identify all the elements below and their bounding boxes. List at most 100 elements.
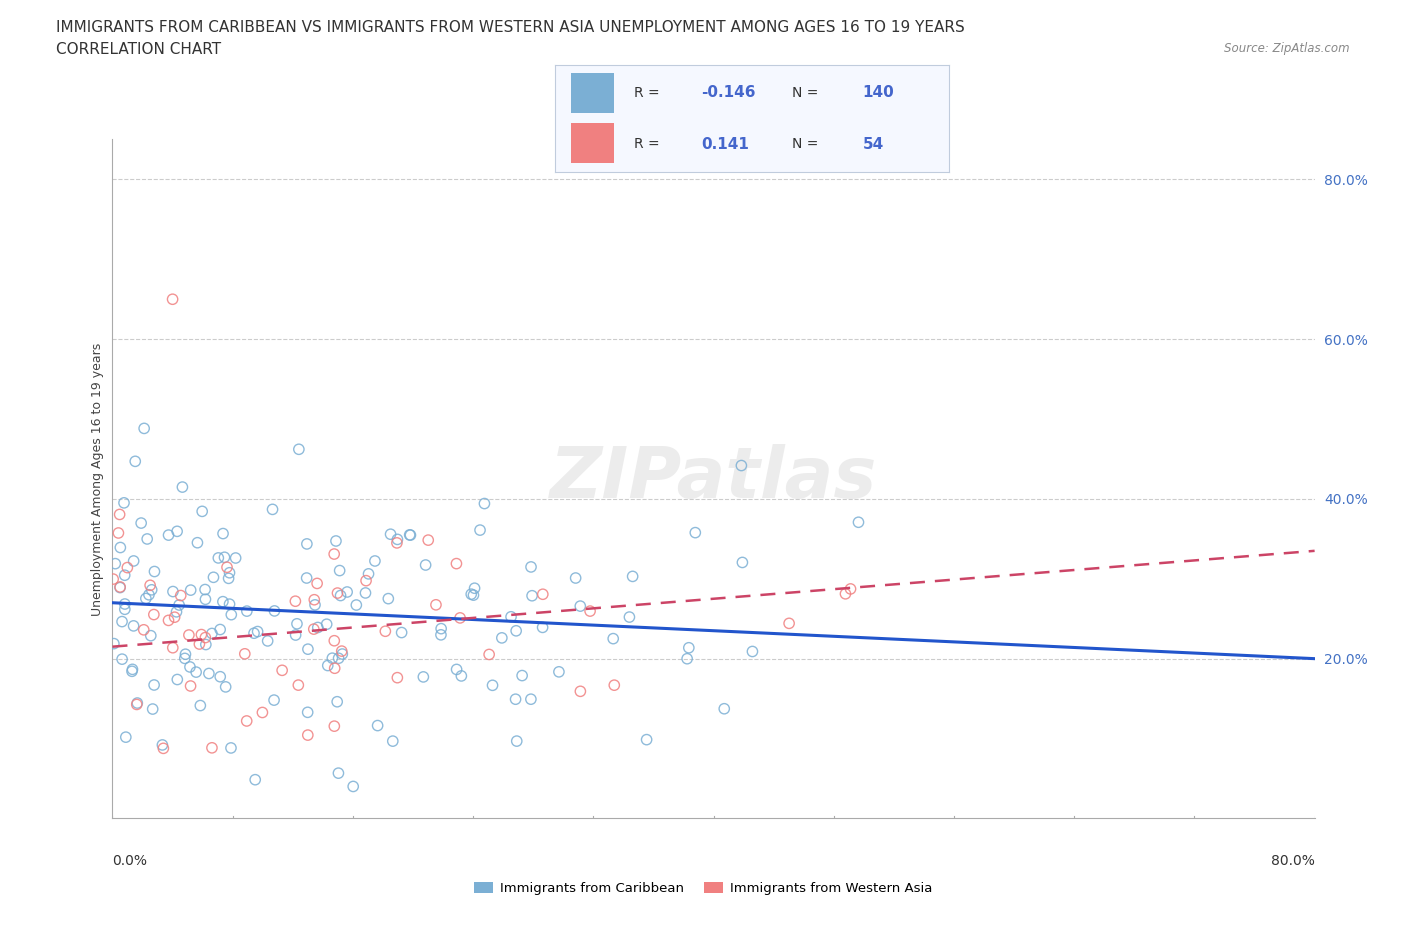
Point (263, 693, 285, 708)
Point (132, 622, 155, 637)
Point (678, 641, 700, 656)
Point (112, 496, 135, 511)
Point (834, 587, 856, 602)
Point (415, 558, 437, 573)
Point (381, 734, 404, 749)
Point (354, 573, 377, 588)
Point (367, 718, 389, 733)
Point (510, 668, 533, 683)
Point (520, 560, 543, 575)
Point (354, 586, 377, 601)
Point (325, 534, 347, 549)
Point (117, 560, 139, 575)
Point (326, 586, 349, 601)
Point (328, 651, 350, 666)
Point (685, 525, 707, 540)
Point (198, 666, 221, 681)
Point (284, 593, 307, 608)
Point (167, 598, 190, 613)
Point (569, 599, 592, 614)
Point (188, 637, 211, 652)
Point (221, 607, 243, 622)
Point (166, 672, 188, 687)
Point (233, 646, 256, 661)
Point (579, 604, 602, 618)
Y-axis label: Unemployment Among Ages 16 to 19 years: Unemployment Among Ages 16 to 19 years (91, 342, 104, 616)
Point (194, 591, 217, 606)
Point (263, 604, 285, 618)
Point (152, 741, 174, 756)
Point (236, 604, 259, 618)
Point (209, 670, 232, 684)
Point (110, 540, 132, 555)
Point (143, 565, 166, 579)
Point (134, 421, 156, 436)
Point (141, 582, 163, 597)
Point (214, 550, 236, 565)
Point (111, 614, 134, 629)
Point (446, 662, 468, 677)
Point (328, 765, 350, 780)
Text: Source: ZipAtlas.com: Source: ZipAtlas.com (1225, 42, 1350, 55)
Point (499, 609, 522, 624)
Point (162, 584, 184, 599)
Point (297, 642, 319, 657)
Point (162, 640, 184, 655)
Point (125, 697, 148, 711)
Point (399, 527, 422, 542)
Point (157, 527, 180, 542)
Point (323, 547, 346, 562)
Point (136, 532, 159, 547)
Point (295, 571, 318, 586)
Point (336, 585, 359, 600)
Point (212, 526, 235, 541)
Point (246, 624, 269, 639)
Point (548, 664, 571, 679)
Point (194, 582, 217, 597)
Point (315, 617, 337, 631)
Point (464, 580, 486, 595)
Point (207, 551, 229, 565)
Point (122, 553, 145, 568)
Point (505, 623, 527, 638)
Point (201, 740, 224, 755)
Point (621, 569, 644, 584)
Point (201, 626, 224, 641)
Text: ZIPatlas: ZIPatlas (550, 445, 877, 513)
Point (173, 651, 195, 666)
Point (474, 496, 496, 511)
Point (114, 602, 136, 617)
Point (330, 644, 353, 658)
Point (425, 597, 447, 612)
Text: 140: 140 (862, 86, 894, 100)
Point (252, 705, 274, 720)
Point (287, 678, 309, 693)
Point (307, 620, 329, 635)
Point (316, 658, 339, 673)
Text: -0.146: -0.146 (702, 86, 755, 100)
Point (569, 684, 592, 698)
Bar (571, 123, 614, 164)
Text: R =: R = (634, 86, 659, 100)
Point (357, 566, 380, 581)
Point (219, 740, 242, 755)
Point (848, 515, 870, 530)
Point (602, 631, 624, 646)
Point (326, 695, 349, 710)
Point (194, 631, 217, 645)
Point (449, 610, 471, 625)
Point (741, 644, 763, 659)
Point (166, 604, 188, 619)
Point (468, 523, 491, 538)
Point (135, 591, 157, 606)
Point (304, 592, 326, 607)
Point (603, 678, 626, 693)
Point (114, 596, 136, 611)
Point (380, 526, 402, 541)
Point (243, 626, 266, 641)
Point (323, 719, 346, 734)
Point (121, 662, 143, 677)
Point (108, 580, 131, 595)
Point (564, 571, 586, 586)
Point (271, 663, 294, 678)
